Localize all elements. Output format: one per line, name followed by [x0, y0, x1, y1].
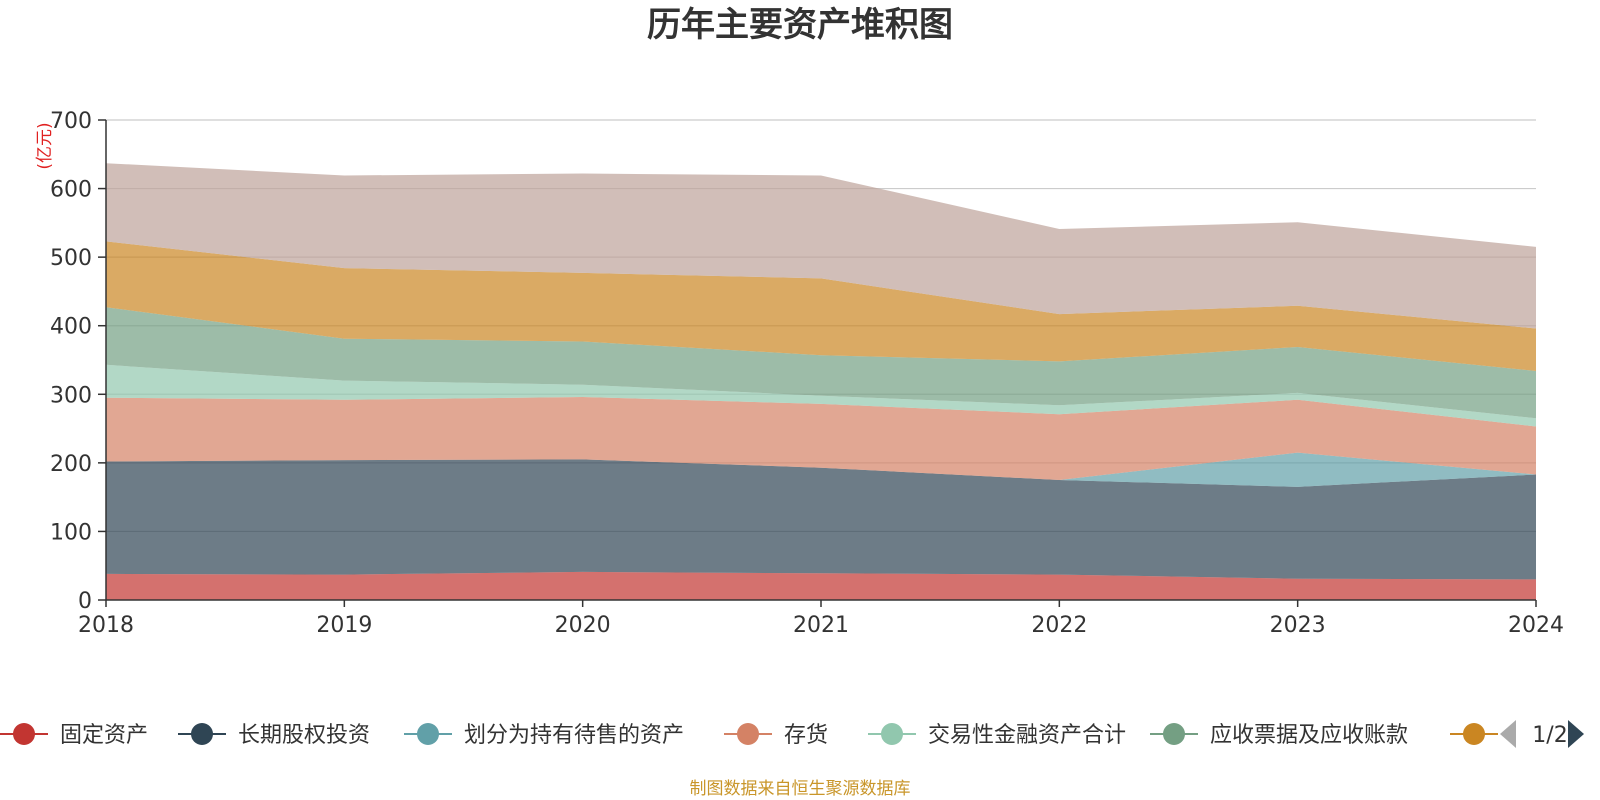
- x-tick-label: 2018: [78, 613, 134, 638]
- legend-item-3[interactable]: 划分为持有待售的资产: [404, 723, 684, 748]
- area-series-group: [106, 163, 1536, 600]
- legend-marker: [1163, 723, 1185, 745]
- y-tick-label: 100: [50, 520, 92, 545]
- legend-item-4[interactable]: 存货: [724, 723, 828, 748]
- data-source-note: 制图数据来自恒生聚源数据库: [690, 779, 911, 799]
- area-series-1[interactable]: [106, 571, 1536, 600]
- legend-label: 存货: [784, 723, 828, 748]
- x-tick-label: 2023: [1270, 613, 1326, 638]
- legend-prev-icon[interactable]: [1500, 720, 1516, 748]
- y-tick-label: 200: [50, 452, 92, 477]
- x-tick-label: 2019: [316, 613, 372, 638]
- legend-marker: [13, 723, 35, 745]
- legend-label: 应收票据及应收账款: [1210, 723, 1408, 748]
- area-series-2[interactable]: [106, 459, 1536, 580]
- legend-item-5[interactable]: 交易性金融资产合计: [868, 723, 1126, 748]
- y-tick-label: 0: [78, 589, 92, 614]
- legend-marker: [191, 723, 213, 745]
- legend-page-indicator: 1/2: [1532, 723, 1567, 748]
- x-tick-label: 2020: [555, 613, 611, 638]
- legend-label: 划分为持有待售的资产: [464, 723, 684, 748]
- area-series-4[interactable]: [106, 397, 1536, 480]
- y-axis-unit-label: (亿元): [35, 122, 55, 169]
- legend-item-6[interactable]: 应收票据及应收账款: [1150, 723, 1408, 748]
- legend-item-2[interactable]: 长期股权投资: [178, 723, 370, 748]
- legend-label: 固定资产: [60, 723, 148, 748]
- legend: 固定资产 长期股权投资 划分为持有待售的资产 存货 交易性金融资产合计 应收票据及应收账款…: [0, 720, 1584, 748]
- legend-item-1[interactable]: 固定资产: [0, 723, 148, 748]
- y-tick-label: 500: [50, 246, 92, 271]
- legend-label: 长期股权投资: [238, 723, 370, 748]
- y-tick-label: 600: [50, 178, 92, 203]
- legend-marker: [881, 723, 903, 745]
- x-tick-label: 2021: [793, 613, 849, 638]
- y-tick-label: 700: [50, 109, 92, 134]
- legend-marker: [417, 723, 439, 745]
- x-tick-label: 2024: [1508, 613, 1564, 638]
- legend-item-7[interactable]: [1450, 723, 1498, 745]
- legend-marker: [1463, 723, 1485, 745]
- y-tick-label: 300: [50, 383, 92, 408]
- legend-next-icon[interactable]: [1568, 720, 1584, 748]
- chart-title: 历年主要资产堆积图: [647, 5, 953, 45]
- x-tick-label: 2022: [1031, 613, 1087, 638]
- area-series-5[interactable]: [106, 364, 1536, 427]
- area-series-3[interactable]: [106, 452, 1536, 487]
- legend-marker: [737, 723, 759, 745]
- axes: 0 100 200 300 400 500 600 700 2018 2019 2020 2021 20…: [50, 109, 1564, 638]
- area-series-7[interactable]: [106, 241, 1536, 371]
- area-series-6[interactable]: [106, 307, 1536, 419]
- legend-label: 交易性金融资产合计: [928, 723, 1126, 748]
- area-series-8[interactable]: [106, 163, 1536, 329]
- y-tick-label: 400: [50, 315, 92, 340]
